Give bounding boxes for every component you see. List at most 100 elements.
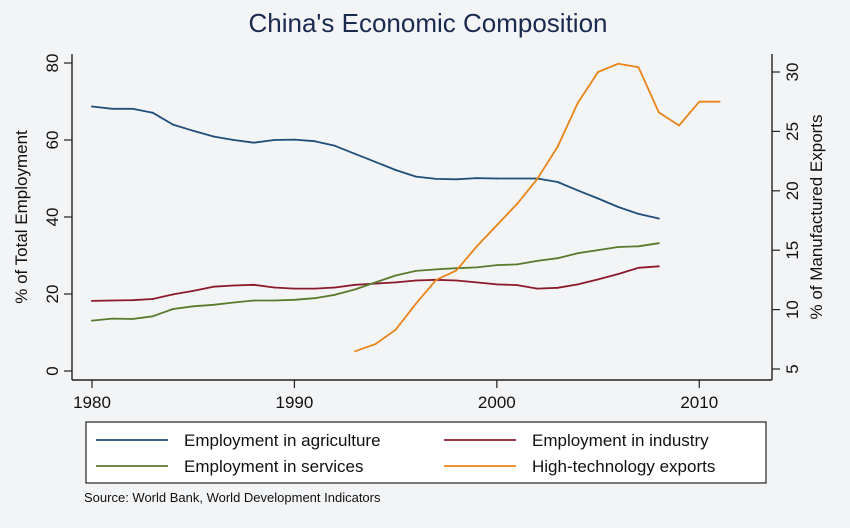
data-point-high-technology-exports	[475, 245, 478, 248]
data-point-employment-in-industry	[273, 286, 276, 289]
legend: Employment in agriculture Employment in i…	[85, 421, 767, 484]
data-point-employment-in-services	[475, 266, 478, 269]
data-point-employment-in-industry	[495, 283, 498, 286]
data-point-employment-in-services	[131, 318, 134, 320]
data-point-high-technology-exports	[495, 224, 498, 227]
series-line-high-technology-exports	[354, 62, 721, 353]
data-point-employment-in-services	[597, 249, 599, 252]
data-point-employment-in-services	[556, 257, 559, 260]
data-point-employment-in-agriculture	[455, 178, 458, 181]
data-point-employment-in-services	[293, 298, 296, 301]
source-note: Source: World Bank, World Development In…	[84, 490, 381, 505]
data-point-high-technology-exports	[617, 62, 620, 65]
data-point-employment-in-services	[313, 297, 316, 300]
data-point-employment-in-services	[495, 264, 498, 266]
data-point-employment-in-agriculture	[172, 123, 174, 126]
data-point-employment-in-industry	[637, 266, 640, 269]
data-point-employment-in-agriculture	[334, 144, 336, 147]
right-y-ticks: 5 10 15 20 25 30	[772, 63, 802, 374]
data-point-employment-in-agriculture	[475, 177, 478, 180]
data-point-employment-in-agriculture	[131, 107, 134, 110]
data-point-employment-in-industry	[354, 283, 357, 286]
data-point-employment-in-services	[212, 303, 215, 306]
data-point-employment-in-services	[273, 299, 276, 302]
data-point-high-technology-exports	[374, 343, 377, 345]
data-point-high-technology-exports	[678, 124, 680, 127]
data-point-high-technology-exports	[718, 100, 721, 103]
data-point-employment-in-services	[91, 319, 93, 322]
data-point-employment-in-agriculture	[597, 197, 599, 200]
x-ticks: 1980 1990 2000 2010	[73, 380, 718, 412]
data-point-employment-in-industry	[475, 281, 478, 284]
data-point-employment-in-agriculture	[151, 111, 154, 114]
data-point-employment-in-agriculture	[415, 175, 417, 178]
right-y-tick-label: 20	[783, 181, 802, 200]
data-point-employment-in-industry	[597, 278, 599, 281]
data-point-employment-in-industry	[91, 300, 93, 302]
data-point-employment-in-agriculture	[617, 206, 620, 208]
data-point-employment-in-services	[637, 245, 640, 248]
data-point-employment-in-agriculture	[313, 140, 316, 143]
data-point-employment-in-agriculture	[374, 161, 377, 163]
legend-label-high-technology-exports: High-technology exports	[532, 457, 715, 476]
data-point-employment-in-industry	[617, 273, 620, 275]
data-point-employment-in-industry	[536, 287, 539, 290]
data-point-high-technology-exports	[455, 269, 458, 272]
data-point-employment-in-services	[253, 299, 255, 302]
data-point-employment-in-services	[232, 301, 235, 304]
data-point-employment-in-industry	[253, 283, 255, 286]
right-y-axis-title: % of Manufactured Exports	[807, 114, 826, 319]
data-point-employment-in-services	[394, 274, 397, 277]
left-y-tick-label: 40	[43, 208, 62, 227]
x-tick-label: 2010	[680, 393, 718, 412]
data-point-employment-in-services	[111, 317, 114, 320]
left-y-tick-label: 80	[43, 54, 62, 73]
data-point-high-technology-exports	[415, 302, 417, 305]
data-point-employment-in-industry	[151, 298, 154, 300]
data-point-high-technology-exports	[698, 100, 701, 103]
series-lines	[91, 62, 721, 353]
data-point-employment-in-services	[374, 281, 377, 284]
data-point-employment-in-agriculture	[354, 153, 357, 155]
data-point-high-technology-exports	[637, 66, 640, 69]
data-point-employment-in-services	[536, 260, 539, 262]
data-point-employment-in-industry	[334, 286, 336, 289]
data-point-employment-in-services	[151, 315, 154, 318]
right-y-tick-label: 10	[783, 300, 802, 319]
data-point-high-technology-exports	[657, 111, 660, 114]
data-point-employment-in-services	[435, 268, 437, 271]
data-point-employment-in-industry	[232, 284, 235, 287]
chart-title: China's Economic Composition	[248, 8, 607, 38]
data-point-high-technology-exports	[536, 178, 539, 180]
data-point-high-technology-exports	[597, 71, 599, 73]
data-point-employment-in-agriculture	[556, 181, 559, 183]
data-point-employment-in-agriculture	[495, 177, 498, 180]
data-point-employment-in-industry	[455, 279, 458, 282]
data-point-employment-in-services	[576, 252, 579, 255]
legend-box	[85, 421, 767, 484]
legend-label-employment-in-industry: Employment in industry	[532, 431, 709, 450]
data-point-employment-in-industry	[313, 287, 316, 290]
data-point-employment-in-agriculture	[637, 213, 640, 215]
data-point-high-technology-exports	[435, 279, 437, 281]
left-y-axis-title: % of Total Employment	[12, 130, 31, 304]
data-point-employment-in-services	[415, 270, 417, 272]
data-point-employment-in-industry	[293, 287, 296, 290]
data-point-high-technology-exports	[516, 203, 518, 205]
x-tick-label: 1980	[73, 393, 111, 412]
data-point-high-technology-exports	[576, 102, 579, 104]
data-point-employment-in-agriculture	[91, 105, 93, 108]
data-point-high-technology-exports	[394, 328, 397, 331]
data-point-employment-in-agriculture	[435, 178, 437, 180]
data-point-high-technology-exports	[556, 145, 559, 148]
legend-label-employment-in-services: Employment in services	[184, 457, 364, 476]
right-y-tick-label: 5	[783, 364, 802, 373]
data-point-employment-in-agriculture	[192, 129, 195, 132]
data-point-high-technology-exports	[354, 350, 357, 353]
left-y-tick-label: 0	[43, 366, 62, 375]
x-tick-label: 2000	[478, 393, 516, 412]
right-y-tick-label: 30	[783, 63, 802, 82]
legend-label-employment-in-agriculture: Employment in agriculture	[184, 431, 381, 450]
data-point-employment-in-services	[334, 293, 336, 296]
